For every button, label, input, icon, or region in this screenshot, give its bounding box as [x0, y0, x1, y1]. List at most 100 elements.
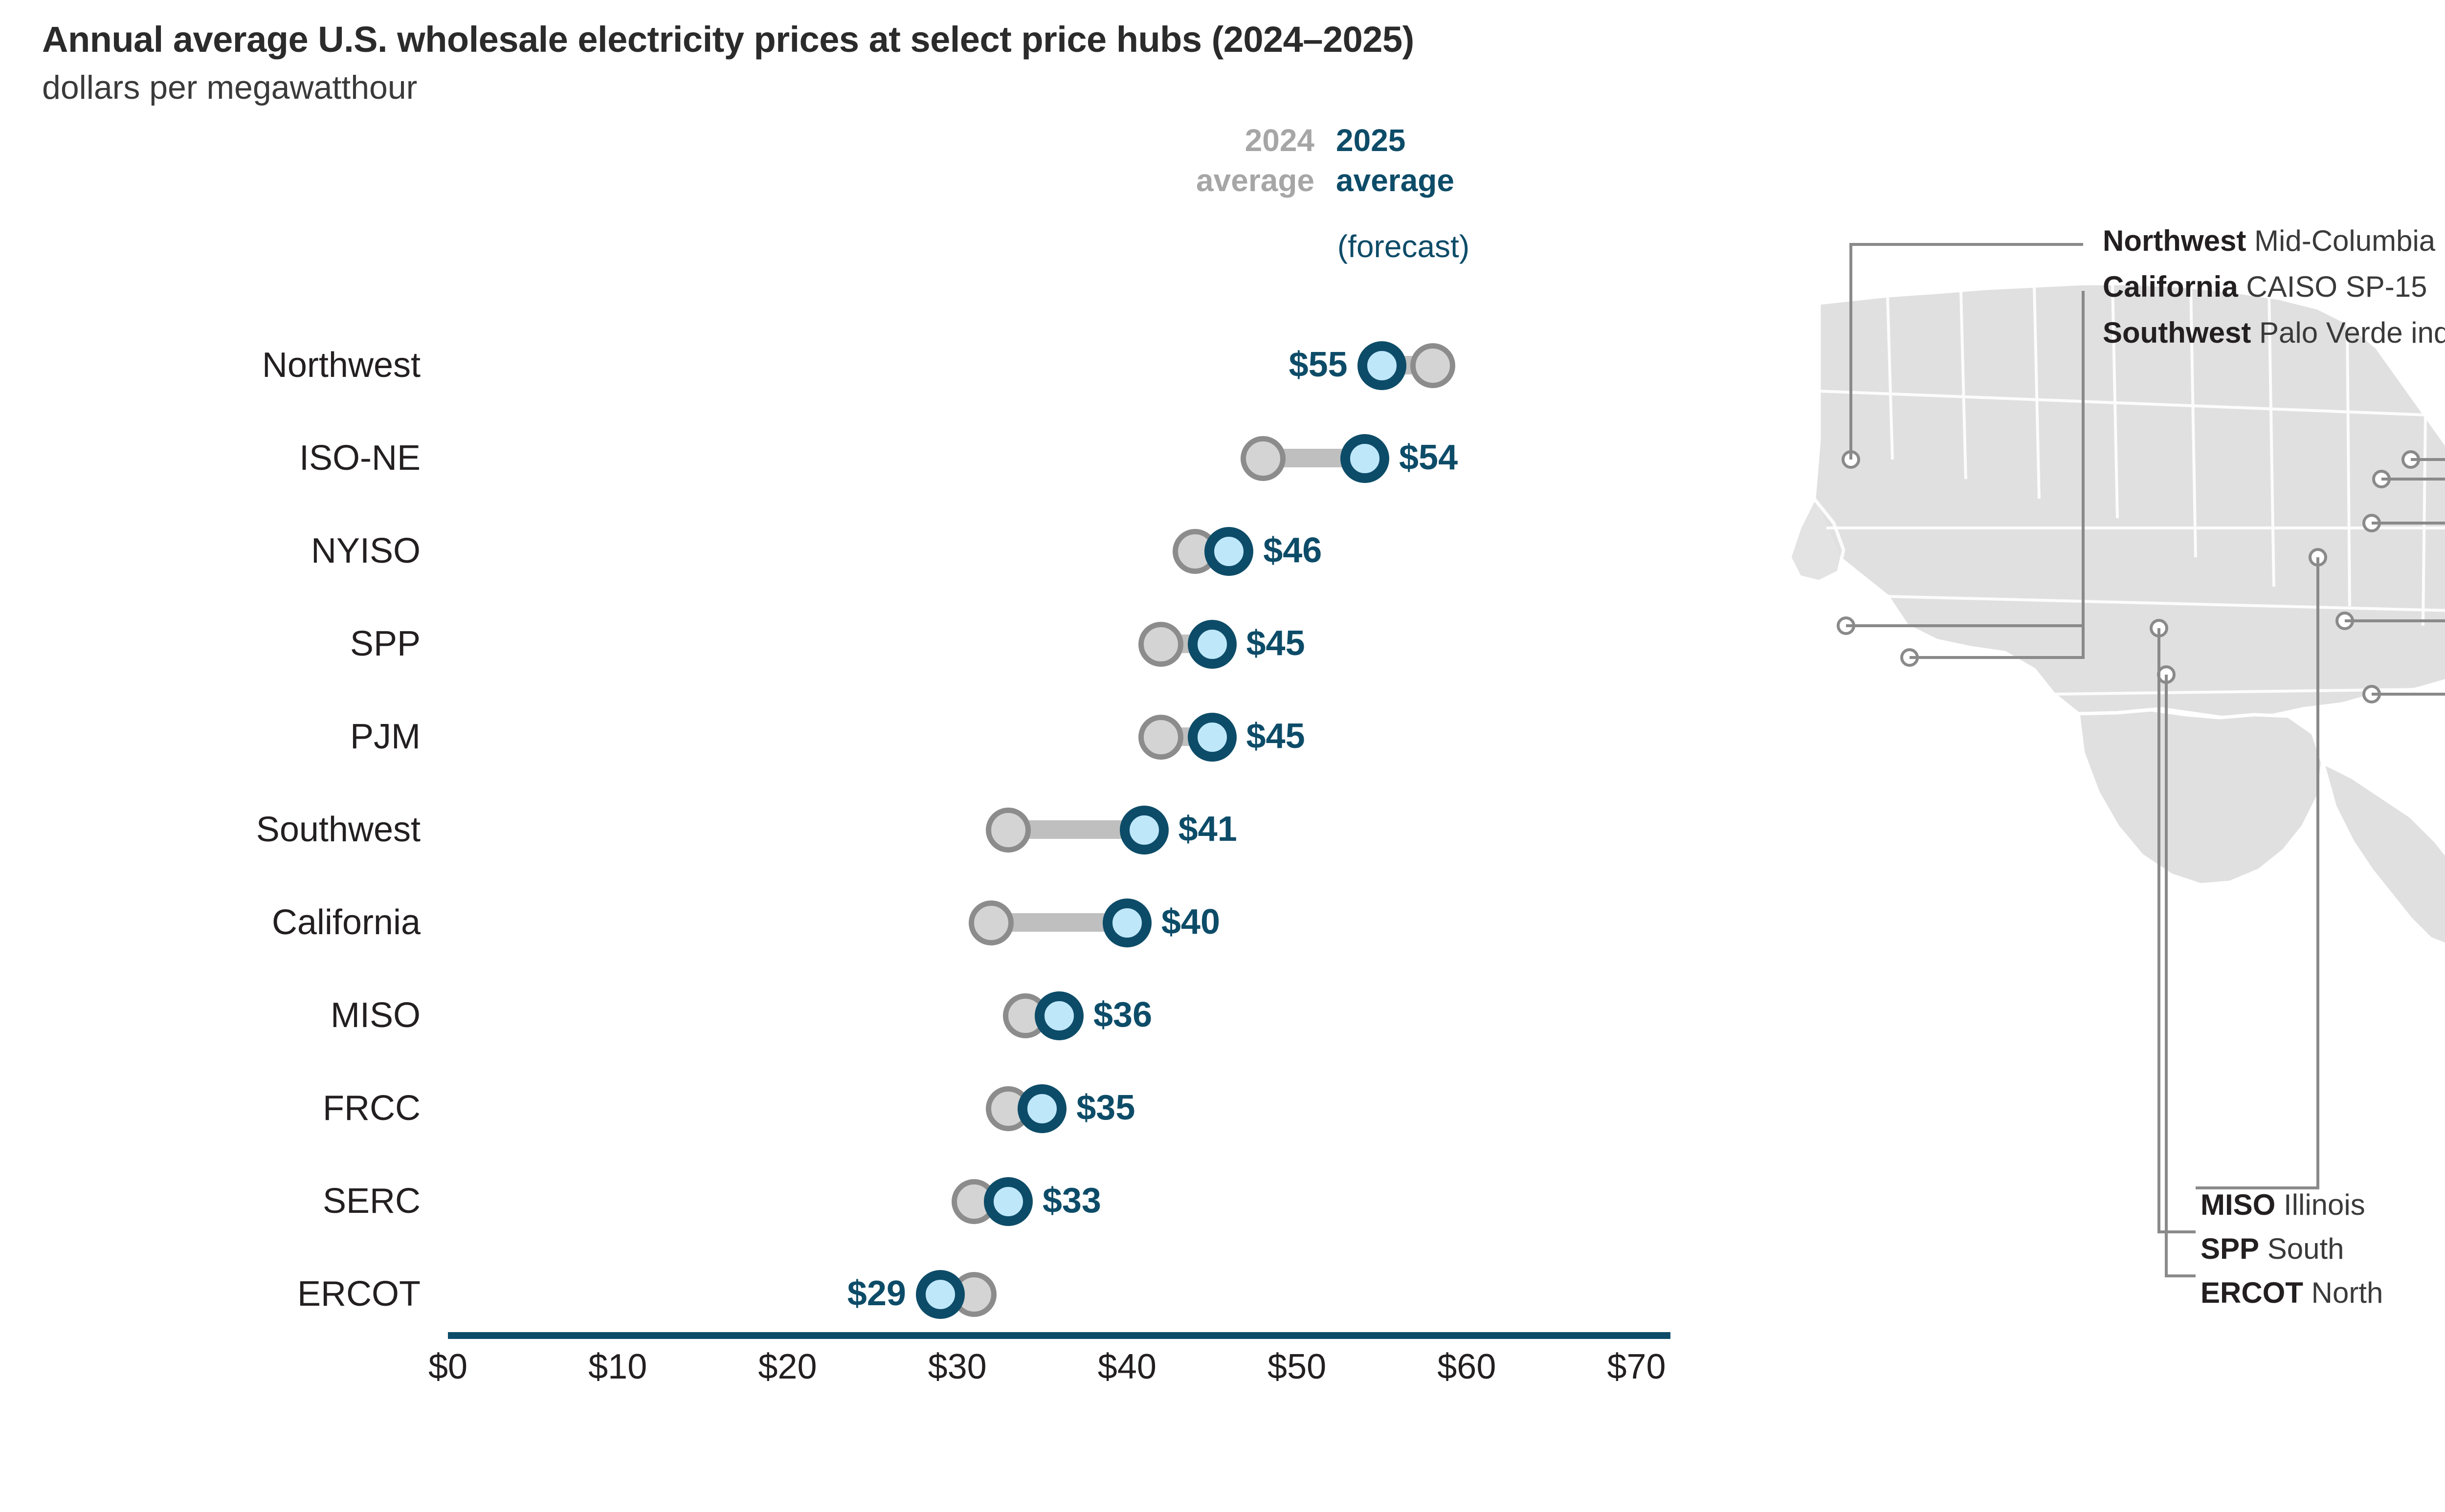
marker-2025[interactable]	[1102, 898, 1152, 947]
map-hub-name: Northwest	[2103, 224, 2246, 257]
x-axis-ticks: $0 $10 $20 $30 $40 $50 $60 $70	[428, 1347, 1670, 1405]
chart-row: ERCOT $29	[0, 1248, 1741, 1340]
marker-2025[interactable]	[1119, 806, 1169, 855]
marker-2025[interactable]	[1187, 620, 1237, 669]
chart-row: Northwest $55	[0, 319, 1741, 412]
chart-row: SERC $33	[0, 1155, 1741, 1248]
row-category-label: Northwest	[262, 346, 421, 385]
row-category-label: FRCC	[323, 1089, 421, 1128]
marker-2025[interactable]	[1035, 991, 1084, 1040]
row-value-label: $36	[1093, 995, 1153, 1034]
row-value-label: $33	[1042, 1181, 1101, 1220]
marker-2025[interactable]	[915, 1270, 965, 1319]
chart-row: FRCC $35	[0, 1062, 1741, 1155]
legend-2025-average: average	[1336, 163, 1454, 198]
marker-2025[interactable]	[1187, 713, 1237, 762]
row-category-label: SPP	[350, 624, 421, 663]
map-hub-label: California CAISO SP-15	[2103, 270, 2427, 304]
x-axis-tick-label: $30	[928, 1347, 987, 1386]
map-shape	[1788, 282, 2445, 946]
row-value-label: $45	[1246, 624, 1305, 663]
map-hub-name: MISO	[2200, 1188, 2276, 1221]
map-hub-label: ERCOT North	[2200, 1276, 2383, 1310]
row-value-label: $45	[1246, 717, 1305, 756]
map-hub-name: Southwest	[2103, 316, 2251, 349]
row-track: $55	[448, 319, 1670, 412]
x-axis-tick-label: $60	[1437, 1347, 1496, 1386]
chart-row: California $40	[0, 876, 1741, 969]
marker-2025[interactable]	[1018, 1084, 1067, 1133]
map-hub-name: ERCOT	[2200, 1276, 2303, 1309]
chart-row: Southwest $41	[0, 783, 1741, 876]
chart-row: ISO-NE $54	[0, 412, 1741, 504]
row-track: $45	[448, 690, 1670, 783]
row-category-label: SERC	[322, 1182, 421, 1221]
row-track: $33	[448, 1155, 1670, 1248]
row-category-label: California	[271, 903, 421, 942]
row-value-label: $35	[1076, 1088, 1135, 1127]
x-axis-tick-label: $10	[588, 1347, 647, 1386]
row-category-label: MISO	[330, 996, 421, 1035]
chart-subtitle: dollars per megawatthour	[42, 69, 418, 106]
map-hub-desc: Palo Verde index	[2259, 316, 2445, 349]
row-track: $45	[448, 597, 1670, 690]
chart-row: MISO $36	[0, 969, 1741, 1062]
page-title: Annual average U.S. wholesale electricit…	[42, 19, 1414, 60]
legend-2025-year: 2025	[1336, 123, 1406, 158]
row-track: $29	[448, 1248, 1670, 1340]
row-value-label: $41	[1178, 810, 1237, 849]
map-internal-borders	[1819, 283, 2445, 696]
row-value-label: $40	[1161, 902, 1221, 942]
leader-lines	[1846, 243, 2445, 1277]
legend-2025-forecast: (forecast)	[1337, 229, 1470, 264]
chart-row: NYISO $46	[0, 504, 1741, 597]
marker-2024[interactable]	[1410, 343, 1455, 388]
x-axis-tick-label: $50	[1267, 1347, 1327, 1386]
x-axis-tick-label: $0	[428, 1347, 468, 1386]
legend-2024-average: average	[1196, 163, 1314, 198]
row-track: $54	[448, 412, 1670, 504]
chart-legend: 2024 2025 average average (forecast)	[1007, 123, 1643, 264]
x-axis-tick-label: $70	[1607, 1347, 1666, 1386]
chart-row: PJM $45	[0, 690, 1741, 783]
dumbbell-chart: Northwest $55 ISO-NE $54 NYISO $46 SPP $45 PJM $4…	[0, 313, 1741, 1386]
map-hub-desc: North	[2311, 1276, 2383, 1309]
map-hub-label: Southwest Palo Verde index	[2103, 316, 2445, 350]
row-track: $40	[448, 876, 1670, 969]
marker-2025[interactable]	[1204, 527, 1254, 576]
marker-2024[interactable]	[969, 900, 1014, 945]
row-value-label: $54	[1399, 438, 1458, 477]
row-track: $46	[448, 504, 1670, 597]
marker-2024[interactable]	[1138, 622, 1184, 667]
row-category-label: ISO-NE	[299, 438, 421, 478]
marker-2025[interactable]	[1357, 341, 1406, 390]
map-hub-desc: Illinois	[2284, 1188, 2365, 1221]
map-hub-desc: CAISO SP-15	[2246, 270, 2427, 303]
row-category-label: NYISO	[311, 531, 421, 570]
map-hub-label: MISO Illinois	[2200, 1188, 2365, 1222]
marker-2025[interactable]	[983, 1177, 1033, 1226]
map-hub-label: Northwest Mid-Columbia index	[2103, 224, 2445, 258]
map-hub-name: California	[2103, 270, 2238, 303]
row-category-label: PJM	[350, 717, 421, 756]
row-track: $41	[448, 783, 1670, 876]
row-value-label: $46	[1263, 531, 1322, 570]
x-axis-tick-label: $20	[758, 1347, 817, 1386]
marker-2024[interactable]	[985, 808, 1031, 853]
marker-2024[interactable]	[1240, 436, 1286, 481]
map-hub-desc: Mid-Columbia index	[2254, 224, 2445, 257]
row-value-label: $55	[1289, 345, 1348, 384]
chart-row: SPP $45	[0, 597, 1741, 690]
map-hub-label: SPP South	[2200, 1232, 2344, 1266]
map-hub-desc: South	[2267, 1232, 2344, 1265]
row-value-label: $29	[847, 1274, 906, 1313]
marker-2025[interactable]	[1340, 434, 1389, 483]
row-track: $35	[448, 1062, 1670, 1155]
row-category-label: ERCOT	[297, 1274, 421, 1314]
row-track: $36	[448, 969, 1670, 1062]
marker-2024[interactable]	[1138, 715, 1184, 760]
x-axis-tick-label: $40	[1097, 1347, 1156, 1386]
us-map-panel: Northwest Mid-Columbia index California C…	[1741, 186, 2445, 1408]
legend-2024-year: 2024	[1245, 123, 1314, 158]
us-map-svg	[1788, 243, 2445, 1277]
